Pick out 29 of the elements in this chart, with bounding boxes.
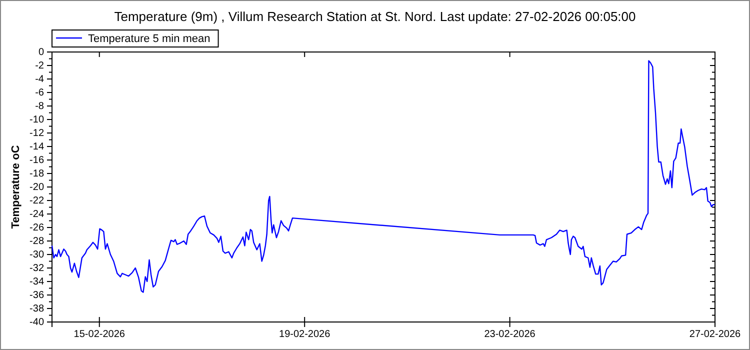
y-tick-label: -18 xyxy=(30,168,44,180)
y-tick-label: -8 xyxy=(35,101,44,112)
x-tick-label: 19-02-2026 xyxy=(279,329,331,340)
line-series xyxy=(51,60,716,293)
y-axis-title: Temperature oC xyxy=(10,145,22,229)
y-tick-label: -34 xyxy=(30,276,44,288)
y-tick-label: -4 xyxy=(35,74,44,86)
y-tick-label: -24 xyxy=(30,209,44,220)
y-tick-label: -12 xyxy=(30,128,44,140)
y-tick-label: -32 xyxy=(30,263,44,274)
x-tick-label: 15-02-2026 xyxy=(74,329,126,340)
y-tick-label: -28 xyxy=(30,236,44,248)
x-tick-label: 23-02-2026 xyxy=(484,329,536,340)
y-tick-label: -6 xyxy=(35,88,44,99)
y-tick-label: -14 xyxy=(30,142,44,153)
x-tick-label: 27-02-2026 xyxy=(689,329,742,340)
legend-label: Temperature 5 min mean xyxy=(88,33,210,45)
y-tick-label: 0 xyxy=(38,47,44,58)
y-tick-label: -2 xyxy=(35,60,44,72)
y-tick-label: -30 xyxy=(30,250,44,261)
y-tick-label: -20 xyxy=(30,182,44,194)
y-tick-label: -22 xyxy=(30,196,44,207)
y-tick-label: -36 xyxy=(30,290,44,302)
y-tick-label: -38 xyxy=(30,304,44,315)
y-tick-label: -16 xyxy=(30,155,44,166)
chart-title: Temperature (9m) , Villum Research Station at St. Nord. Last update: 27-02-2026 00:05:00 xyxy=(114,9,636,24)
y-tick-label: -10 xyxy=(30,114,44,126)
y-tick-label: -40 xyxy=(30,317,44,328)
y-tick-label: -26 xyxy=(30,222,44,234)
